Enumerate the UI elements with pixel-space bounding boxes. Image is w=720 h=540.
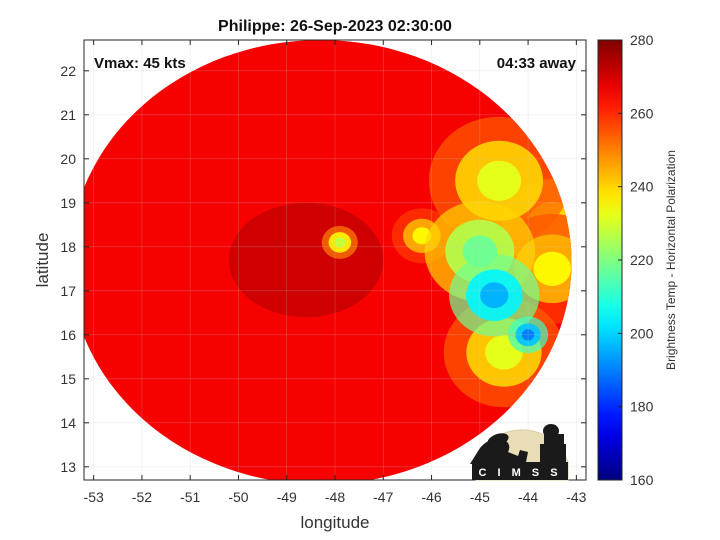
x-tick-label: -44	[518, 489, 538, 505]
feature-core	[480, 282, 509, 309]
colorbar-tick-label: 260	[630, 105, 654, 121]
time-away-annotation: 04:33 away	[497, 55, 577, 72]
y-tick-label: 16	[60, 327, 76, 343]
y-tick-label: 18	[60, 239, 76, 255]
x-tick-label: -49	[277, 489, 297, 505]
x-axis-ticks: -53 -52 -51 -50 -49 -48 -47 -46 -45 -44 -43	[84, 40, 587, 505]
x-axis-label: longitude	[300, 513, 369, 532]
colorbar-tick-label: 180	[630, 399, 654, 415]
x-tick-label: -48	[325, 489, 345, 505]
y-tick-label: 21	[60, 107, 76, 123]
colorbar-tick-label: 160	[630, 472, 654, 488]
y-tick-label: 20	[60, 151, 76, 167]
colorbar-tick-label: 220	[630, 252, 654, 268]
x-tick-label: -52	[132, 489, 152, 505]
y-tick-label: 17	[60, 283, 76, 299]
colorbar-label: Brightness Temp - Horizontal Polarizatio…	[664, 150, 678, 370]
y-tick-label: 13	[60, 459, 76, 475]
colorbar-tick-label: 280	[630, 32, 654, 48]
x-tick-label: -43	[566, 489, 586, 505]
cimss-logo: C I M S S	[470, 424, 569, 481]
colorbar-ticks: 280 260 240 220 200 180 160	[618, 32, 654, 488]
feature-core	[521, 329, 535, 341]
x-tick-label: -47	[373, 489, 393, 505]
logo-text: C I M S S	[478, 467, 561, 479]
y-tick-label: 14	[60, 415, 76, 431]
swath-features	[228, 116, 572, 408]
y-tick-label: 15	[60, 371, 76, 387]
eye-region	[228, 202, 384, 318]
x-tick-label: -50	[228, 489, 248, 505]
brightness-swath	[84, 40, 572, 480]
logo-band	[472, 462, 568, 480]
logo-dome	[543, 424, 559, 438]
logo-silhouette	[470, 426, 566, 464]
y-tick-label: 22	[60, 63, 76, 79]
logo-dish	[487, 433, 509, 447]
x-tick-label: -45	[470, 489, 490, 505]
chart-title: Philippe: 26-Sep-2023 02:30:00	[218, 18, 452, 35]
colorbar-tick-label: 240	[630, 179, 654, 195]
gridlines	[84, 40, 586, 480]
vmax-annotation: Vmax: 45 kts	[94, 55, 186, 72]
y-axis-label: latitude	[33, 233, 52, 288]
x-tick-label: -46	[421, 489, 441, 505]
feature-core	[334, 237, 346, 248]
x-tick-label: -53	[84, 489, 104, 505]
y-axis-ticks: 22 21 20 19 18 17 16 15 14 13	[60, 63, 586, 475]
colorbar-tick-label: 200	[630, 325, 654, 341]
y-tick-label: 19	[60, 195, 76, 211]
feature-core	[533, 251, 572, 286]
x-tick-label: -51	[180, 489, 200, 505]
feature-core	[477, 160, 522, 201]
